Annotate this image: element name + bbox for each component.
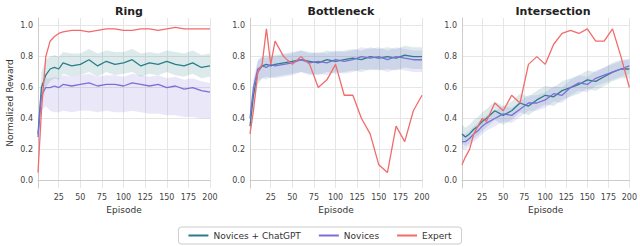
- svg-text:125: 125: [350, 193, 365, 202]
- svg-text:175: 175: [601, 193, 616, 202]
- svg-text:Ring: Ring: [115, 5, 143, 18]
- svg-text:0.2: 0.2: [232, 145, 245, 154]
- svg-text:25: 25: [266, 193, 276, 202]
- svg-text:0.8: 0.8: [20, 52, 33, 61]
- svg-text:125: 125: [559, 193, 574, 202]
- svg-text:150: 150: [371, 193, 386, 202]
- svg-text:200: 200: [414, 193, 429, 202]
- svg-text:25: 25: [477, 193, 487, 202]
- svg-text:Episode: Episode: [106, 205, 142, 215]
- svg-text:0.6: 0.6: [20, 83, 33, 92]
- svg-text:150: 150: [159, 193, 174, 202]
- svg-text:0.8: 0.8: [444, 52, 457, 61]
- svg-text:Intersection: Intersection: [515, 5, 590, 18]
- svg-text:75: 75: [309, 193, 319, 202]
- svg-text:75: 75: [519, 193, 529, 202]
- svg-text:25: 25: [54, 193, 64, 202]
- svg-text:1.0: 1.0: [232, 21, 245, 30]
- svg-text:0.0: 0.0: [20, 176, 33, 185]
- svg-text:100: 100: [328, 193, 343, 202]
- svg-text:0.2: 0.2: [444, 145, 457, 154]
- svg-text:1.0: 1.0: [444, 21, 457, 30]
- svg-text:200: 200: [202, 193, 217, 202]
- svg-text:75: 75: [97, 193, 107, 202]
- svg-text:0.4: 0.4: [232, 114, 245, 123]
- svg-text:0.0: 0.0: [444, 176, 457, 185]
- svg-text:175: 175: [181, 193, 196, 202]
- svg-text:0.4: 0.4: [20, 114, 33, 123]
- svg-text:Novices + ChatGPT: Novices + ChatGPT: [213, 231, 301, 241]
- svg-text:0.2: 0.2: [20, 145, 33, 154]
- svg-text:1.0: 1.0: [20, 21, 33, 30]
- svg-text:150: 150: [580, 193, 595, 202]
- svg-text:200: 200: [622, 193, 637, 202]
- svg-text:0.4: 0.4: [444, 114, 457, 123]
- svg-text:50: 50: [287, 193, 297, 202]
- svg-text:50: 50: [498, 193, 508, 202]
- svg-text:Bottleneck: Bottleneck: [308, 5, 376, 18]
- svg-text:100: 100: [116, 193, 131, 202]
- svg-text:100: 100: [538, 193, 553, 202]
- svg-text:Episode: Episode: [318, 205, 354, 215]
- svg-text:Novices: Novices: [344, 231, 380, 241]
- svg-text:Normalized Reward: Normalized Reward: [5, 59, 15, 146]
- svg-text:125: 125: [138, 193, 153, 202]
- svg-text:0.6: 0.6: [444, 83, 457, 92]
- svg-text:0.8: 0.8: [232, 52, 245, 61]
- svg-text:0.0: 0.0: [232, 176, 245, 185]
- svg-text:175: 175: [393, 193, 408, 202]
- svg-text:Episode: Episode: [528, 205, 564, 215]
- svg-text:0.6: 0.6: [232, 83, 245, 92]
- svg-text:Expert: Expert: [422, 231, 452, 241]
- svg-text:50: 50: [75, 193, 85, 202]
